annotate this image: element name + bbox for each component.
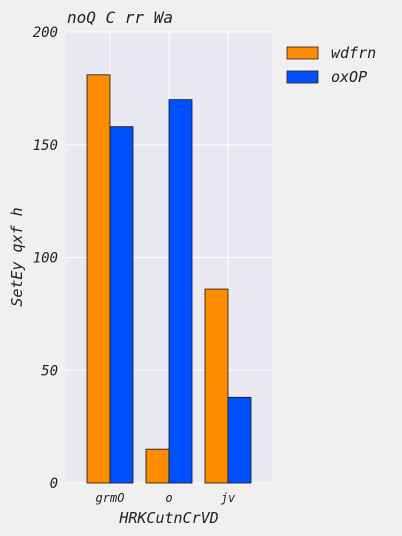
x-axis-ticks: grmO o jv: [96, 491, 236, 505]
legend-label-oxop: oxOP: [331, 68, 367, 86]
legend-label-wdfrn: wdfrn: [331, 44, 376, 62]
bar-oxOP-o: [168, 99, 193, 484]
bar-wdfrn-o: [145, 448, 170, 484]
bar-wdfrn-jv: [204, 288, 229, 484]
y-axis-label: SetEy qxf h: [8, 207, 26, 306]
bar-oxOP-grmO: [109, 126, 134, 484]
y-tick-label: 150: [33, 138, 58, 154]
legend-swatch-wdfrn: [286, 46, 319, 60]
y-tick-label: 100: [33, 251, 58, 267]
y-axis-ticks: 0 50 100 150 200: [33, 25, 58, 492]
x-axis-label: HRKCutnCrVD: [118, 509, 218, 527]
y-tick-label: 200: [33, 25, 58, 41]
legend-swatch-oxop: [286, 70, 319, 84]
x-tick-label: grmO: [96, 491, 125, 505]
x-tick-label: jv: [221, 491, 236, 505]
y-tick-label: 50: [41, 363, 58, 379]
y-tick-label: 0: [50, 476, 58, 492]
bars-group: [86, 74, 252, 484]
x-tick-label: o: [165, 491, 172, 505]
chart-title: noQ C rr Wa: [67, 8, 173, 27]
bar-wdfrn-grmO: [86, 74, 111, 484]
bar-oxOP-jv: [227, 396, 252, 484]
legend: wdfrn oxOP: [286, 44, 376, 86]
